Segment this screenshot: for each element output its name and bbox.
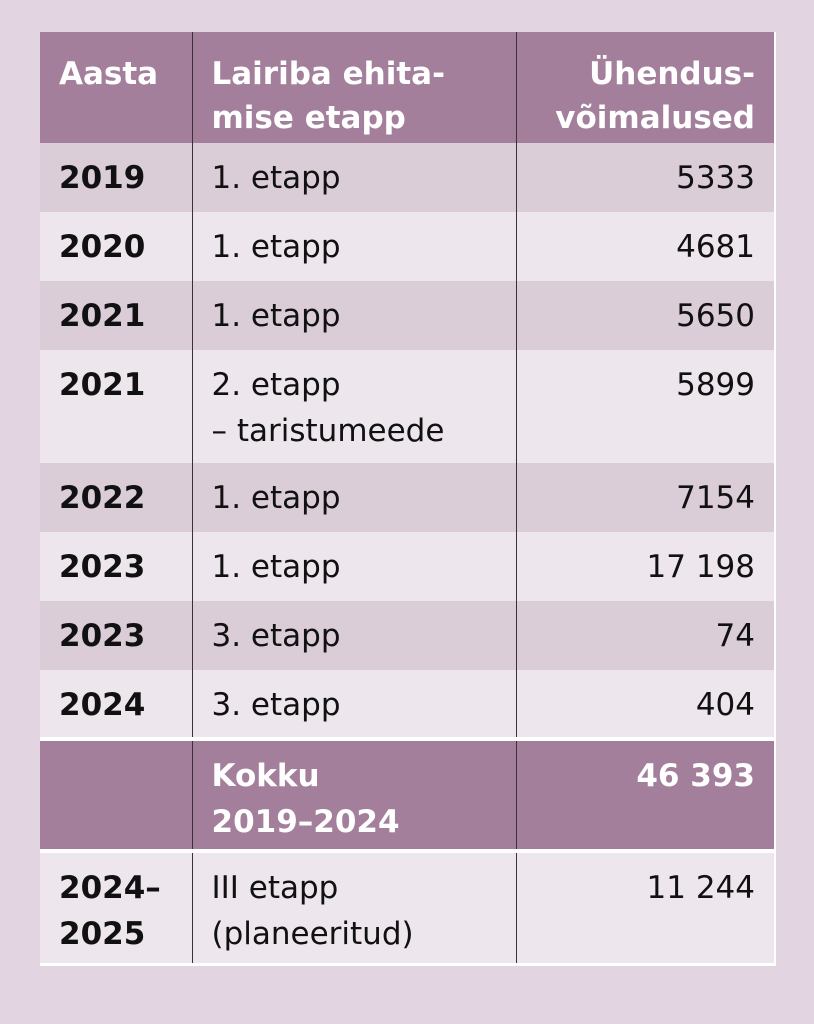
total-label: Kokku 2019–2024 (191, 737, 516, 851)
table-row: 2023 1. etapp 17 198 (40, 532, 774, 601)
cell-year: 2022 (40, 463, 192, 532)
cell-stage: 1. etapp (191, 143, 516, 212)
total-year (40, 737, 192, 851)
cell-connections: 404 (515, 670, 774, 739)
table-header-row: Aasta Lairiba ehita- mise etapp Ühendus-… (40, 32, 774, 143)
cell-year: 2023 (40, 532, 192, 601)
header-year: Aasta (40, 32, 192, 143)
cell-stage: 1. etapp (191, 281, 516, 350)
planned-connections: 11 244 (515, 849, 774, 963)
planned-row: 2024– 2025 III etapp (planeeritud) 11 24… (40, 849, 774, 963)
cell-year: 2019 (40, 143, 192, 212)
total-connections: 46 393 (515, 737, 774, 851)
cell-connections: 5333 (515, 143, 774, 212)
table-row: 2019 1. etapp 5333 (40, 143, 774, 212)
table-row: 2022 1. etapp 7154 (40, 463, 774, 532)
cell-stage: 1. etapp (191, 532, 516, 601)
cell-connections: 4681 (515, 212, 774, 281)
table-row: 2020 1. etapp 4681 (40, 212, 774, 281)
table-row: 2021 1. etapp 5650 (40, 281, 774, 350)
cell-connections: 5899 (515, 350, 774, 463)
cell-year: 2020 (40, 212, 192, 281)
cell-stage: 3. etapp (191, 670, 516, 739)
cell-connections: 74 (515, 601, 774, 670)
planned-stage: III etapp (planeeritud) (191, 849, 516, 963)
table-row: 2023 3. etapp 74 (40, 601, 774, 670)
cell-connections: 5650 (515, 281, 774, 350)
cell-stage: 1. etapp (191, 212, 516, 281)
cell-year: 2021 (40, 281, 192, 350)
table-row: 2024 3. etapp 404 (40, 670, 774, 739)
cell-connections: 17 198 (515, 532, 774, 601)
header-connections: Ühendus- võimalused (515, 32, 774, 143)
cell-year: 2023 (40, 601, 192, 670)
cell-year: 2024 (40, 670, 192, 739)
cell-year: 2021 (40, 350, 192, 463)
cell-stage: 1. etapp (191, 463, 516, 532)
total-row: Kokku 2019–2024 46 393 (40, 737, 774, 851)
broadband-stages-table: Aasta Lairiba ehita- mise etapp Ühendus-… (40, 32, 774, 963)
cell-connections: 7154 (515, 463, 774, 532)
cell-stage: 2. etapp – taristumeede (191, 350, 516, 463)
table-row: 2021 2. etapp – taristumeede 5899 (40, 350, 774, 463)
cell-stage: 3. etapp (191, 601, 516, 670)
planned-year: 2024– 2025 (40, 849, 192, 963)
header-stage: Lairiba ehita- mise etapp (191, 32, 516, 143)
